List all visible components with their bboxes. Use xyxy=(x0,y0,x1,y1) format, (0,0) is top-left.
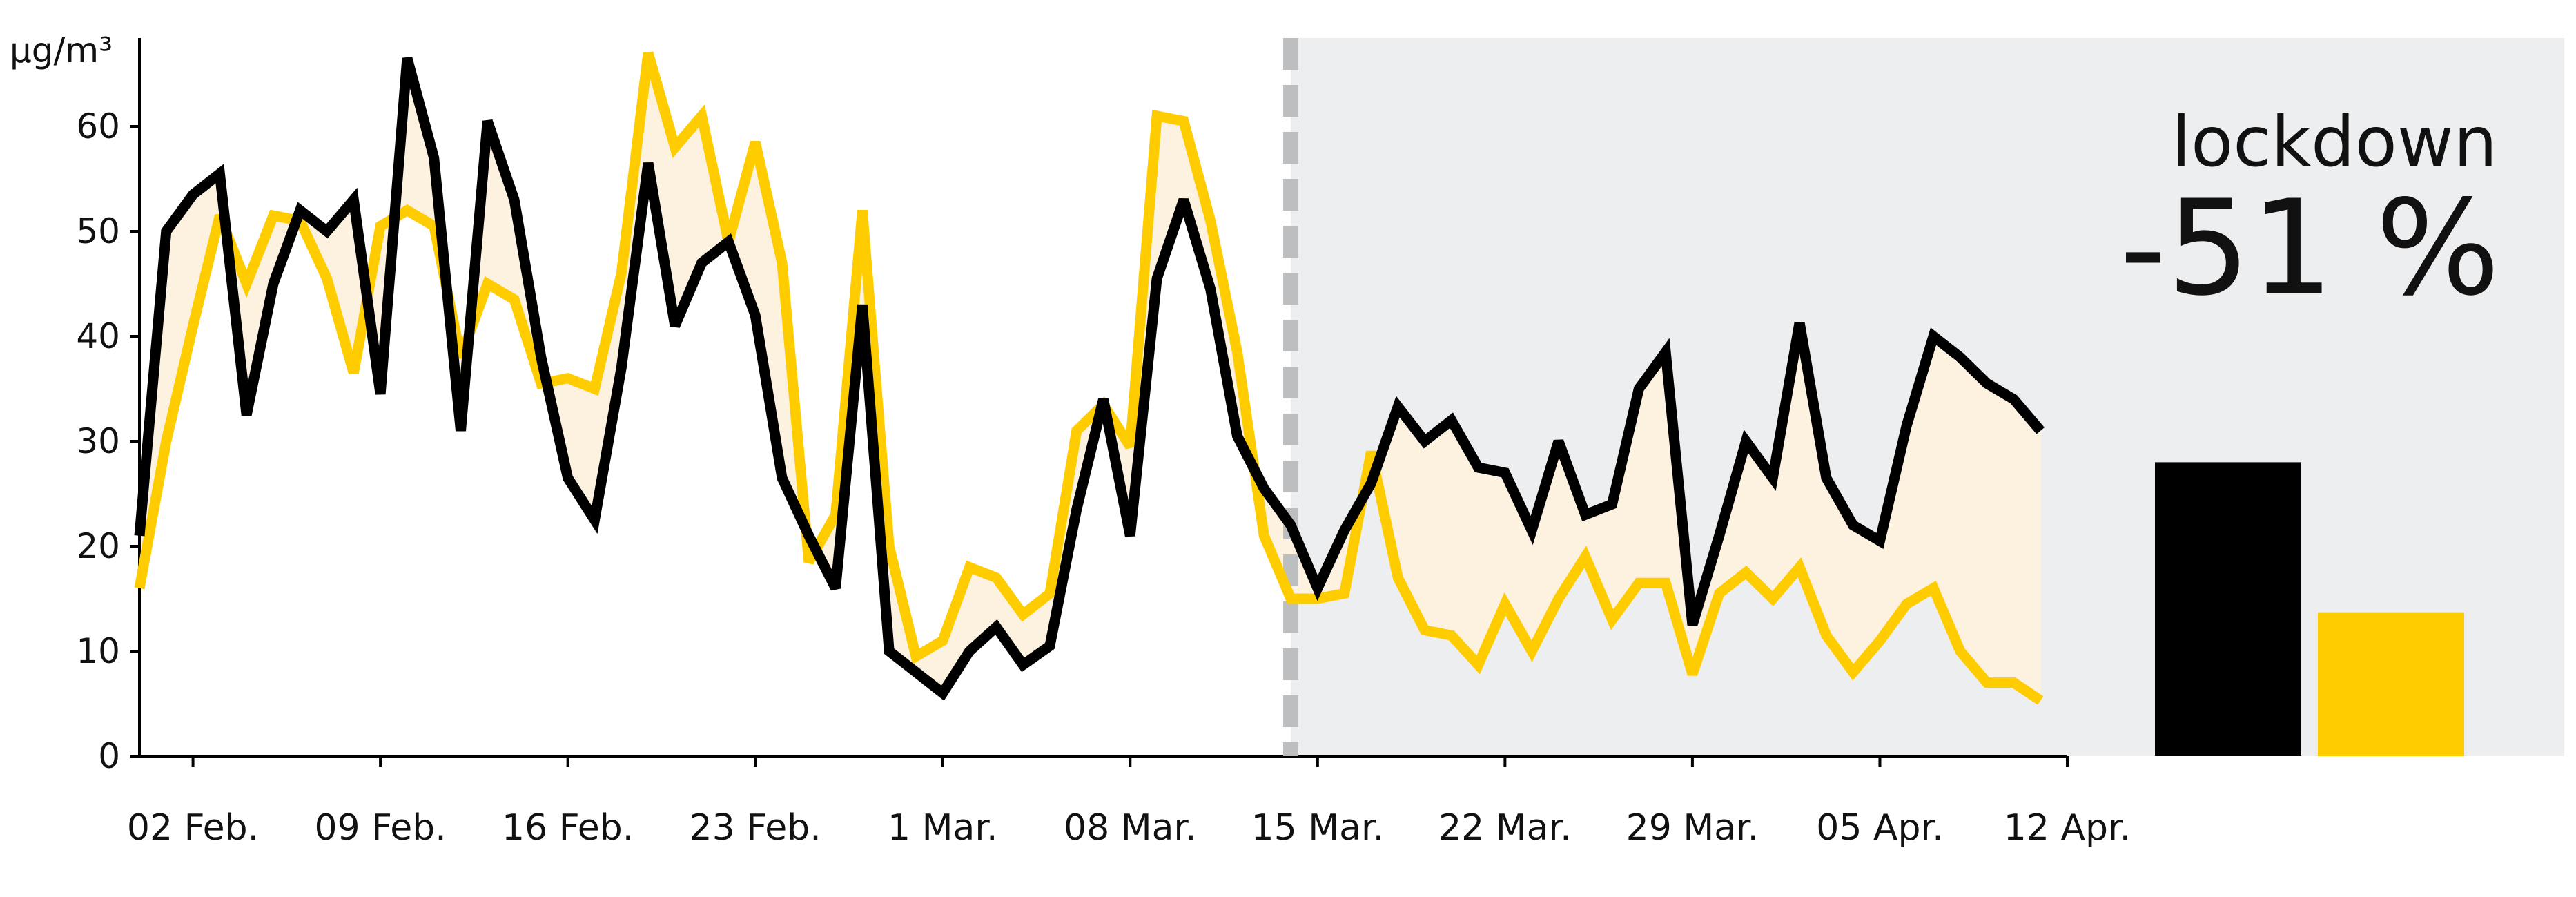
x-tick-label: 02 Feb. xyxy=(127,807,259,849)
y-tick-label: 60 xyxy=(76,106,120,146)
x-tick-label: 16 Feb. xyxy=(502,807,634,849)
y-axis-ticks: 0 10 20 30 40 50 60 xyxy=(76,106,139,776)
y-tick-label: 40 xyxy=(76,316,120,356)
x-tick-label: 12 Apr. xyxy=(2004,807,2131,849)
x-tick-label: 1 Mar. xyxy=(888,807,997,849)
comparison-bar xyxy=(2318,612,2464,756)
y-tick-label: 10 xyxy=(76,631,120,671)
series-line xyxy=(134,57,2045,701)
series-lines xyxy=(134,51,2045,705)
y-tick-label: 0 xyxy=(98,736,120,776)
x-axis-ticks: 02 Feb. 09 Feb. 16 Feb. 23 Feb. 1 Mar. 08 Mar… xyxy=(127,756,2131,849)
lockdown-change: -51 % xyxy=(2120,172,2500,325)
x-tick-label: 09 Feb. xyxy=(314,807,446,849)
y-tick-label: 20 xyxy=(76,526,120,566)
y-axis-label: µg/m³ xyxy=(10,30,113,70)
fill-segment xyxy=(1987,383,2014,684)
fill-segment xyxy=(2013,398,2041,702)
fill-segment xyxy=(1424,419,1452,636)
comparison-bars xyxy=(2155,462,2464,756)
fill-segment xyxy=(1960,356,1988,684)
x-tick-label: 05 Apr. xyxy=(1816,807,1943,849)
x-tick-label: 22 Mar. xyxy=(1438,807,1572,849)
lockdown-label: lockdown xyxy=(2172,102,2497,182)
comparison-bar xyxy=(2155,462,2301,756)
x-tick-label: 08 Mar. xyxy=(1064,807,1197,849)
x-tick-label: 29 Mar. xyxy=(1626,807,1759,849)
x-tick-label: 23 Feb. xyxy=(690,807,821,849)
y-tick-label: 50 xyxy=(76,211,120,251)
x-tick-label: 15 Mar. xyxy=(1251,807,1385,849)
y-tick-label: 30 xyxy=(76,421,120,461)
